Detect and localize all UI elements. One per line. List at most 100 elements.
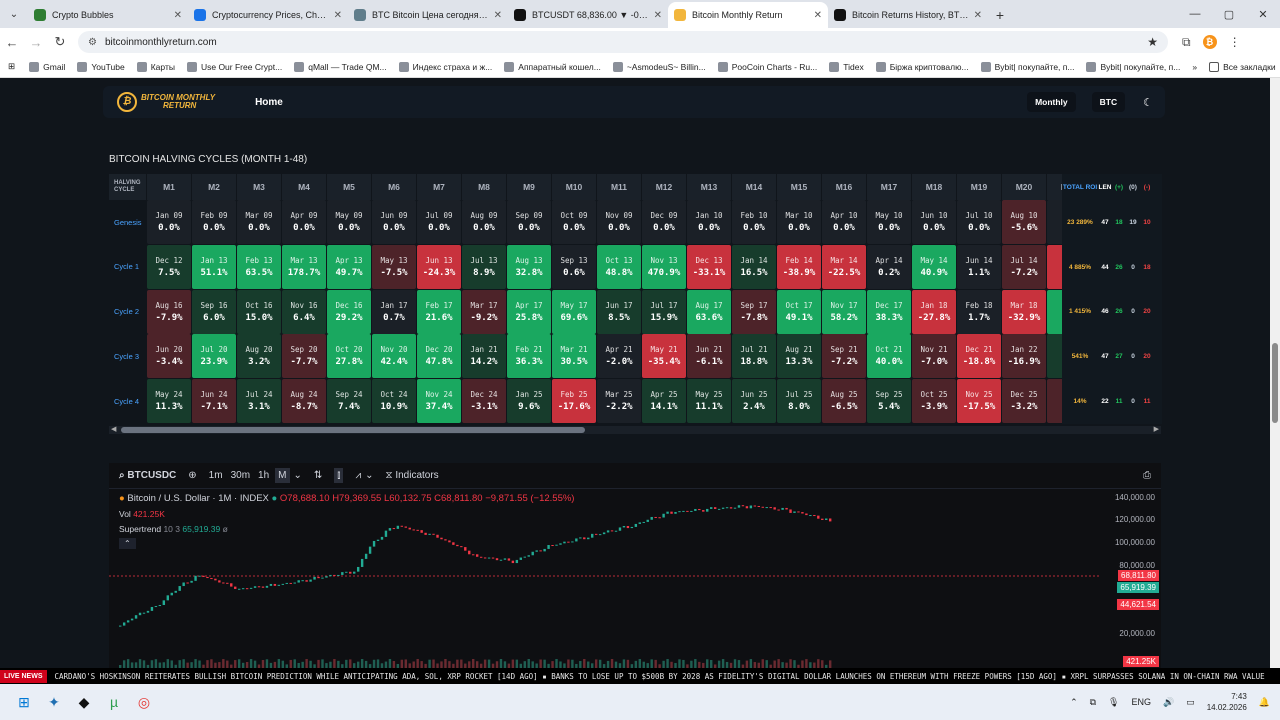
return-cell[interactable]: Aug 25 -6.5% — [822, 379, 866, 424]
return-cell[interactable]: Nov 09 0.0% — [597, 200, 641, 244]
bookmark-item[interactable]: Bybit| покупайте, п... — [980, 61, 1074, 72]
site-info-icon[interactable]: ⚙ — [88, 36, 97, 48]
extensions-icon[interactable]: ⧉ — [1182, 34, 1191, 49]
notifications-icon[interactable]: 🔔 — [1258, 696, 1270, 707]
more-bookmarks-icon[interactable]: » — [1192, 61, 1198, 72]
return-cell[interactable]: May 24 11.3% — [147, 379, 191, 424]
return-cell[interactable]: Aug 13 32.8% — [507, 244, 551, 289]
return-cell[interactable]: Dec 21 -18.8% — [957, 334, 1001, 379]
return-cell[interactable]: Jun 25 2.4% — [732, 379, 776, 424]
return-cell[interactable]: Jun 10 0.0% — [912, 200, 956, 244]
return-cell[interactable]: Aug 17 63.6% — [687, 289, 731, 334]
return-cell[interactable]: Jan 22 -16.9% — [1002, 334, 1046, 379]
return-cell[interactable]: Dec 13 -33.1% — [687, 244, 731, 289]
return-cell[interactable]: Nov 17 58.2% — [822, 289, 866, 334]
return-cell[interactable]: Dec 12 7.5% — [147, 244, 191, 289]
return-cell[interactable]: Aug 10 -5.6% — [1002, 200, 1046, 244]
return-cell[interactable]: Aug 24 -8.7% — [282, 379, 326, 424]
return-cell[interactable]: May 25 11.1% — [687, 379, 731, 424]
browser-tab[interactable]: BTC Bitcoin Цена сегодня, живой✕ — [348, 2, 508, 28]
return-cell[interactable]: Apr 17 25.8% — [507, 289, 551, 334]
return-cell[interactable]: Feb 17 21.6% — [417, 289, 461, 334]
browser-tab[interactable]: Bitcoin Monthly Return ✕ — [668, 2, 828, 28]
monthly-button[interactable]: Monthly — [1027, 92, 1076, 112]
return-cell[interactable]: Jan 18 -27.8% — [912, 289, 956, 334]
return-cell[interactable]: Jul 20 23.9% — [192, 334, 236, 379]
forward-icon[interactable]: → — [29, 34, 43, 50]
tray-expand-icon[interactable]: ⌃ — [1070, 696, 1078, 707]
return-cell[interactable]: Jun 24 -7.1% — [192, 379, 236, 424]
return-cell[interactable]: Nov 20 42.4% — [372, 334, 416, 379]
return-cell[interactable]: Dec 25 -3.2% — [1002, 379, 1046, 424]
minimize-icon[interactable]: — — [1189, 8, 1201, 20]
utorrent-icon[interactable]: µ — [109, 694, 119, 710]
tab-close-icon[interactable]: ✕ — [333, 9, 342, 21]
bookmark-item[interactable]: Gmail — [29, 61, 65, 72]
return-cell[interactable]: Nov 16 6.4% — [282, 289, 326, 334]
return-cell[interactable]: Apr 09 0.0% — [282, 200, 326, 244]
interval-30m[interactable]: 30m — [230, 470, 251, 481]
return-cell[interactable]: Aug 16 -7.9% — [147, 289, 191, 334]
return-cell[interactable]: Feb 14 -38.9% — [777, 244, 821, 289]
return-cell[interactable]: Jan 14 16.5% — [732, 244, 776, 289]
price-axis[interactable]: 140,000.00 120,000.00 100,000.00 80,000.00 2… — [1099, 489, 1161, 668]
return-cell[interactable]: Nov 13 470.9% — [642, 244, 686, 289]
return-cell[interactable]: Mar 10 0.0% — [777, 200, 821, 244]
return-cell[interactable]: Jun 17 8.5% — [597, 289, 641, 334]
return-cell[interactable]: Oct 09 0.0% — [552, 200, 596, 244]
interval-dropdown-icon[interactable]: ⌄ — [293, 470, 302, 481]
return-cell[interactable]: Jul 13 8.9% — [462, 244, 506, 289]
return-cell[interactable]: Jul 14 -7.2% — [1002, 244, 1046, 289]
chart-type-dropdown-icon[interactable]: ⌄ — [365, 470, 374, 481]
return-cell[interactable]: Dec 09 0.0% — [642, 200, 686, 244]
bookmark-item[interactable]: Аппаратный кошел... — [504, 61, 601, 72]
back-icon[interactable]: ← — [5, 34, 19, 50]
bookmark-item[interactable]: qMall — Trade QM... — [294, 61, 387, 72]
return-cell[interactable]: May 21 -35.4% — [642, 334, 686, 379]
candles-icon[interactable]: ⫾ — [334, 468, 344, 483]
grid-horizontal-scrollbar[interactable]: ◀ ▶ — [109, 426, 1161, 434]
return-cell[interactable]: Aug 20 3.2% — [237, 334, 281, 379]
url-field[interactable]: ⚙ bitcoinmonthlyreturn.com ★ — [78, 31, 1168, 53]
area-chart-icon[interactable]: ⩘ — [355, 470, 362, 481]
price-chart-canvas[interactable] — [109, 489, 1099, 668]
page-scroll-thumb[interactable] — [1272, 343, 1278, 423]
return-cell[interactable]: Mar 21 30.5% — [552, 334, 596, 379]
return-cell[interactable]: Jun 20 -3.4% — [147, 334, 191, 379]
browser-tab[interactable]: Cryptocurrency Prices, Charts And✕ — [188, 2, 348, 28]
apps-grid-icon[interactable]: ⊞ — [8, 61, 16, 71]
speaker-icon[interactable]: 🔊 — [1163, 696, 1175, 707]
return-cell[interactable]: Dec 16 29.2% — [327, 289, 371, 334]
tab-close-icon[interactable]: ✕ — [813, 9, 822, 21]
return-cell[interactable]: May 09 0.0% — [327, 200, 371, 244]
return-cell[interactable]: Sep 17 -7.8% — [732, 289, 776, 334]
add-symbol-icon[interactable]: ⊕ — [188, 470, 197, 481]
mic-icon[interactable]: 🎙 — [1108, 696, 1120, 707]
browser-tab[interactable]: Bitcoin Returns History, BTC Perf✕ — [828, 2, 988, 28]
page-vertical-scrollbar[interactable] — [1270, 78, 1280, 668]
return-cell[interactable]: Jul 17 15.9% — [642, 289, 686, 334]
return-cell[interactable]: Apr 10 0.0% — [822, 200, 866, 244]
browser-tab[interactable]: Crypto Bubbles ✕ — [28, 2, 188, 28]
return-cell[interactable]: May 17 69.6% — [552, 289, 596, 334]
new-tab-button[interactable]: + — [995, 7, 1005, 23]
return-cell[interactable]: Oct 24 10.9% — [372, 379, 416, 424]
scroll-right-icon[interactable]: ▶ — [1153, 426, 1159, 433]
return-cell[interactable]: May 10 0.0% — [867, 200, 911, 244]
return-cell[interactable]: Oct 13 48.8% — [597, 244, 641, 289]
return-cell[interactable]: Oct 21 40.0% — [867, 334, 911, 379]
return-cell[interactable]: Jun 09 0.0% — [372, 200, 416, 244]
return-cell[interactable]: Oct 16 15.0% — [237, 289, 281, 334]
close-window-icon[interactable]: ✕ — [1258, 8, 1268, 21]
return-cell[interactable]: Jan 17 0.7% — [372, 289, 416, 334]
return-cell[interactable]: Feb 13 63.5% — [237, 244, 281, 289]
return-cell[interactable]: Sep 09 0.0% — [507, 200, 551, 244]
bitcoin-extension-icon[interactable]: ₿ — [1202, 35, 1217, 49]
return-cell[interactable]: Apr 25 14.1% — [642, 379, 686, 424]
return-cell[interactable]: Nov 21 -7.0% — [912, 334, 956, 379]
return-cell[interactable]: Mar 25 -2.2% — [597, 379, 641, 424]
browser-tab[interactable]: BTCUSDT 68,836.00 ▼ -0.03% Un✕ — [508, 2, 668, 28]
return-cell[interactable]: Oct 25 -3.9% — [912, 379, 956, 424]
return-cell[interactable]: Sep 24 7.4% — [327, 379, 371, 424]
binance-icon[interactable]: ◆ — [78, 693, 90, 710]
